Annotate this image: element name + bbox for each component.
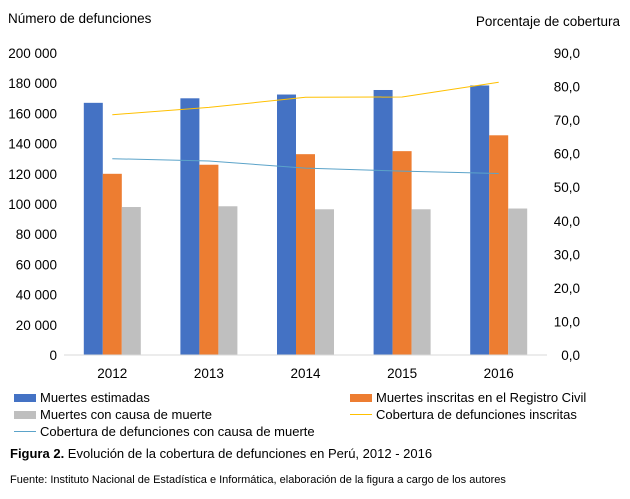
y-right-tick-label: 50,0 <box>554 180 580 195</box>
y-right-tick-label: 40,0 <box>554 214 580 229</box>
y-left-tick-label: 20 000 <box>16 318 57 333</box>
y-right-tick-label: 80,0 <box>554 80 580 95</box>
x-tick-label: 2014 <box>290 366 321 381</box>
y-right-tick-label: 60,0 <box>554 147 580 162</box>
bar-muertes-con-causa-de-muerte-2016 <box>508 208 528 355</box>
figure-caption: Figura 2. Evolución de la cobertura de d… <box>10 446 432 461</box>
x-tick-label: 2012 <box>97 366 127 381</box>
bar-muertes-con-causa-de-muerte-2013 <box>218 206 238 355</box>
y-right-tick-label: 30,0 <box>554 247 580 262</box>
bar-muertes-con-causa-de-muerte-2014 <box>315 209 334 355</box>
bar-muertes-con-causa-de-muerte-2012 <box>121 207 141 355</box>
y-right-tick-label: 90,0 <box>554 46 580 61</box>
bar-muertes-con-causa-de-muerte-2015 <box>411 209 431 355</box>
bar-series <box>83 85 528 356</box>
y-left-tick-label: 180 000 <box>8 76 57 91</box>
y-right-tick-label: 10,0 <box>554 314 580 329</box>
bar-muertes-inscritas-en-el-registro-civil-2015 <box>392 151 412 355</box>
bar-muertes-inscritas-en-el-registro-civil-2016 <box>489 135 509 355</box>
y-left-tick-labels: 0 20 000 40 000 60 000 80 000 100 000 120 000 1… <box>8 46 57 363</box>
bar-muertes-estimadas-2016 <box>470 85 490 355</box>
x-tick-label: 2013 <box>194 366 224 381</box>
combo-chart: 0 20 000 40 000 60 000 80 000 100 000 120 000 1… <box>8 46 580 381</box>
x-tick-label: 2015 <box>387 366 417 381</box>
y-left-tick-label: 40 000 <box>16 288 57 303</box>
y-right-tick-label: 0,0 <box>561 348 580 363</box>
bar-muertes-estimadas-2014 <box>277 94 296 356</box>
line-cobertura-de-defunciones-inscritas <box>112 81 499 116</box>
y-left-tick-label: 0 <box>49 348 57 363</box>
y-left-tick-label: 100 000 <box>8 197 57 212</box>
y-left-tick-label: 80 000 <box>16 227 57 242</box>
y-left-tick-label: 160 000 <box>8 106 57 121</box>
y-right-tick-label: 20,0 <box>554 281 580 296</box>
bar-muertes-inscritas-en-el-registro-civil-2013 <box>199 164 219 355</box>
y-right-tick-labels: 0,0 10,0 20,0 30,0 40,0 50,0 60,0 70,0 80,0 90,0 <box>554 46 580 363</box>
bar-muertes-estimadas-2015 <box>373 89 393 356</box>
y-left-tick-label: 140 000 <box>8 137 57 152</box>
y-right-tick-label: 70,0 <box>554 113 580 128</box>
figure-caption-text: Evolución de la cobertura de defunciones… <box>64 446 433 461</box>
x-tick-label: 2016 <box>484 366 514 381</box>
figure-source: Fuente: Instituto Nacional de Estadístic… <box>10 474 506 486</box>
y-right-axis-title: Porcentaje de cobertura <box>475 14 620 29</box>
bar-muertes-estimadas-2013 <box>180 98 200 356</box>
y-left-tick-label: 60 000 <box>16 257 57 272</box>
y-left-tick-label: 120 000 <box>8 167 57 182</box>
line-cobertura-de-defunciones-con-causa-de-muerte <box>112 158 499 174</box>
figure-caption-label: Figura 2. <box>10 446 65 461</box>
line-series <box>112 81 499 174</box>
bar-muertes-inscritas-en-el-registro-civil-2012 <box>102 173 122 355</box>
bar-muertes-inscritas-en-el-registro-civil-2014 <box>296 154 315 355</box>
y-left-tick-label: 200 000 <box>8 46 57 61</box>
x-tick-labels: 2012 2013 2014 2015 2016 <box>97 366 513 381</box>
bar-muertes-estimadas-2012 <box>83 102 103 355</box>
y-left-axis-title: Número de defunciones <box>8 11 152 26</box>
